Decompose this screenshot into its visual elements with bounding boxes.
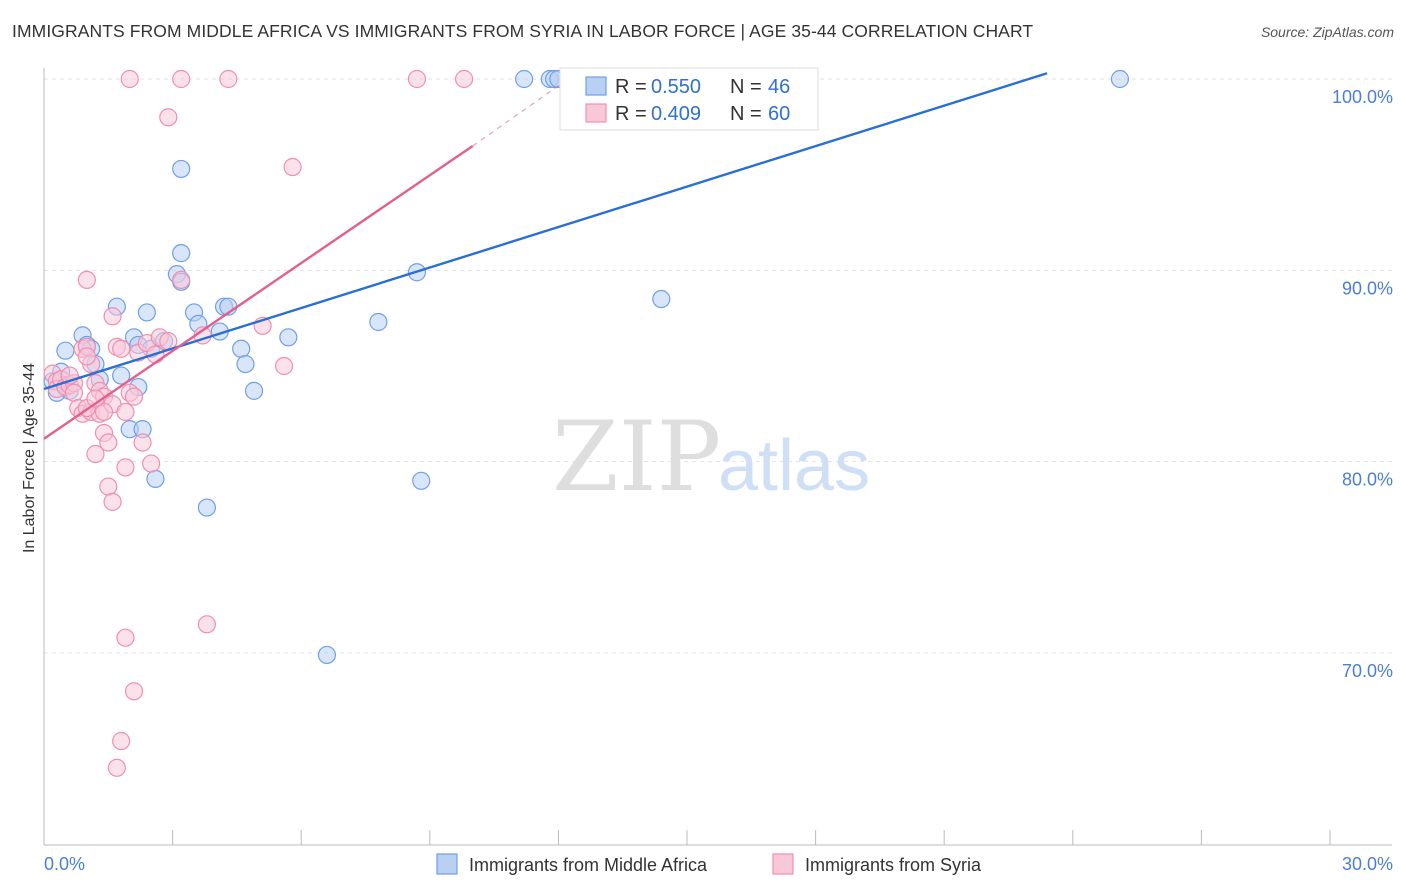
trend-line-syria (43, 144, 474, 440)
point-middle-africa (317, 645, 337, 665)
trend-line-middle-africa (43, 72, 1048, 391)
legend-swatch-middle-africa (585, 76, 607, 96)
y-tick-labels: 100.0% 90.0% 80.0% 70.0% (1332, 87, 1393, 681)
point-syria (124, 387, 144, 406)
point-middle-africa (1110, 69, 1130, 89)
watermark-atlas: atlas (718, 426, 870, 506)
legend-r-value-0: 0.550 (651, 76, 701, 98)
point-syria (197, 615, 216, 634)
point-syria (159, 108, 178, 127)
y-tick-label: 90.0% (1342, 278, 1393, 298)
point-middle-africa (244, 381, 264, 400)
legend-swatch-syria (585, 103, 607, 123)
point-syria (86, 444, 105, 464)
point-syria (99, 433, 118, 452)
point-syria (142, 454, 161, 473)
axes (43, 68, 1392, 846)
point-middle-africa (412, 471, 431, 490)
point-syria (103, 307, 122, 326)
legend-n-label-1: N = (730, 103, 762, 125)
point-middle-africa (236, 354, 255, 374)
series-legend-swatch-middle-africa (436, 853, 458, 875)
point-middle-africa (652, 289, 671, 309)
legend-n-value-1: 60 (768, 103, 790, 125)
point-middle-africa (56, 341, 75, 360)
point-syria (407, 69, 427, 89)
point-syria (454, 69, 474, 89)
chart-title: IMMIGRANTS FROM MIDDLE AFRICA VS IMMIGRA… (12, 21, 1034, 41)
legend-n-value-0: 46 (768, 76, 790, 98)
series-legend: Immigrants from Middle Africa Immigrants… (436, 853, 982, 875)
point-syria (116, 458, 135, 477)
point-syria (283, 157, 302, 177)
point-syria (112, 339, 131, 358)
point-syria (99, 477, 118, 496)
series-legend-swatch-syria (772, 853, 794, 875)
x-tick-label: 30.0% (1342, 854, 1393, 874)
y-tick-label: 70.0% (1342, 661, 1393, 681)
data-points (43, 69, 1130, 777)
point-syria (94, 402, 114, 422)
legend-r-label-1: R = (615, 103, 647, 125)
trend-line-extension-syria (472, 82, 564, 147)
stats-legend: R = 0.550 N = 46 R = 0.409 N = 60 (559, 67, 819, 131)
legend-r-value-1: 0.409 (651, 103, 701, 125)
point-syria (107, 758, 126, 777)
x-tick-label: 0.0% (44, 854, 85, 874)
point-syria (133, 433, 152, 452)
legend-r-label-0: R = (615, 76, 647, 98)
point-syria (124, 682, 144, 701)
point-middle-africa (369, 312, 388, 332)
series-legend-label-middle-africa: Immigrants from Middle Africa (469, 855, 708, 875)
point-syria (116, 628, 135, 647)
source-label: Source: ZipAtlas.com (1260, 24, 1394, 40)
point-syria (64, 383, 84, 402)
point-middle-africa (279, 328, 298, 347)
series-legend-label-syria: Immigrants from Syria (805, 855, 982, 875)
trend-lines (43, 72, 1048, 440)
y-tick-label: 80.0% (1342, 470, 1393, 490)
legend-n-label-0: N = (730, 76, 762, 98)
x-tick-labels: 0.0% 30.0% (44, 854, 1393, 874)
point-middle-africa (172, 244, 191, 263)
point-syria (103, 492, 122, 511)
point-syria (172, 270, 191, 289)
point-middle-africa (197, 498, 216, 517)
point-middle-africa (137, 303, 156, 322)
point-middle-africa (232, 339, 251, 358)
watermark: ZIP atlas (552, 401, 870, 513)
point-middle-africa (172, 159, 191, 179)
y-axis-label: In Labor Force | Age 35-44 (21, 363, 38, 553)
point-syria (116, 402, 135, 422)
watermark-zip: ZIP (552, 401, 721, 513)
point-syria (120, 69, 139, 89)
point-syria (77, 270, 96, 289)
point-syria (77, 347, 96, 366)
point-middle-africa (112, 366, 131, 385)
point-syria (274, 356, 294, 376)
y-tick-label: 100.0% (1332, 87, 1393, 107)
point-syria (112, 731, 131, 751)
point-middle-africa (146, 469, 165, 488)
point-middle-africa (515, 69, 534, 89)
point-syria (172, 69, 191, 89)
point-syria (219, 69, 238, 89)
